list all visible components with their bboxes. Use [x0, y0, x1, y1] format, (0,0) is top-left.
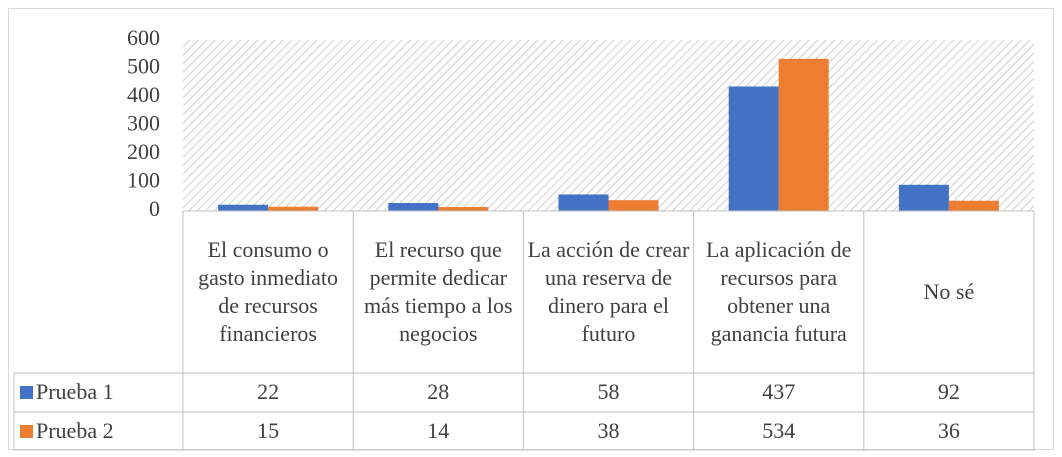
table-value: 437 [762, 379, 796, 404]
category-label: El consumo o gasto inmediato de recursos… [198, 237, 339, 346]
table-value: 38 [597, 418, 620, 443]
category-label: La acción de crear una reserva de dinero… [527, 237, 690, 346]
bar [948, 200, 999, 211]
table-value: 28 [427, 379, 450, 404]
table-value: 15 [257, 418, 280, 443]
y-tick-label: 200 [127, 139, 160, 164]
table-value: 534 [762, 418, 796, 443]
bar [778, 58, 829, 212]
table-value: 22 [257, 379, 280, 404]
table-value: 58 [597, 379, 620, 404]
category-label: No sé [923, 279, 975, 304]
y-tick-label: 600 [127, 25, 160, 50]
bar [728, 86, 779, 211]
legend-label: Prueba 2 [36, 418, 114, 443]
bar [608, 200, 659, 211]
legend-label: Prueba 1 [36, 379, 114, 404]
y-tick-label: 500 [127, 54, 160, 79]
bar [438, 207, 489, 211]
plot-background [183, 40, 1034, 211]
bar [898, 184, 949, 211]
category-label: La aplicación de recursos para obtener u… [706, 237, 852, 346]
bar [558, 194, 609, 211]
table-value: 36 [937, 418, 960, 443]
y-tick-label: 400 [127, 82, 160, 107]
table-value: 14 [427, 418, 450, 443]
bar [388, 203, 439, 211]
table-value: 92 [937, 379, 960, 404]
y-tick-label: 0 [149, 196, 160, 221]
y-tick-label: 300 [127, 111, 160, 136]
bar [218, 204, 269, 211]
legend-key [20, 425, 33, 438]
legend-key [20, 386, 33, 399]
category-label: El recurso que permite dedicar más tiemp… [364, 237, 513, 346]
y-tick-label: 100 [127, 168, 160, 193]
bar [268, 206, 319, 211]
